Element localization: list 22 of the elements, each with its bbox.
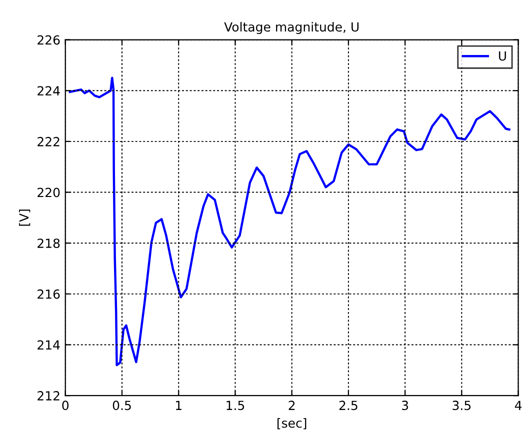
y-axis-title: [V] (19, 210, 30, 226)
y-tick-label: 212 (38, 391, 60, 400)
x-tick-label: 2 (288, 400, 295, 410)
x-tick-label: 3 (402, 400, 408, 410)
y-tick-label: 218 (38, 238, 60, 248)
x-tick-label: 0.5 (112, 400, 131, 410)
x-axis-title: [sec] (277, 418, 306, 430)
x-tick-label: 4 (514, 400, 522, 410)
chart-title: Voltage magnitude, U (224, 22, 359, 34)
y-tick-label: 216 (38, 289, 60, 299)
x-tick-label: 0 (62, 400, 69, 410)
legend-label: U (498, 51, 506, 61)
y-tick-label: 214 (38, 340, 60, 350)
y-tick-label: 226 (38, 35, 60, 45)
x-tick-label: 3.5 (452, 400, 471, 410)
y-tick-label: 224 (38, 86, 60, 96)
y-tick-label: 222 (38, 136, 60, 146)
line-series (68, 76, 510, 366)
x-tick-label: 2.5 (339, 400, 358, 410)
y-tick-label: 220 (38, 188, 60, 198)
x-tick-label: 1 (176, 400, 182, 410)
x-tick-label: 1.5 (226, 400, 244, 410)
